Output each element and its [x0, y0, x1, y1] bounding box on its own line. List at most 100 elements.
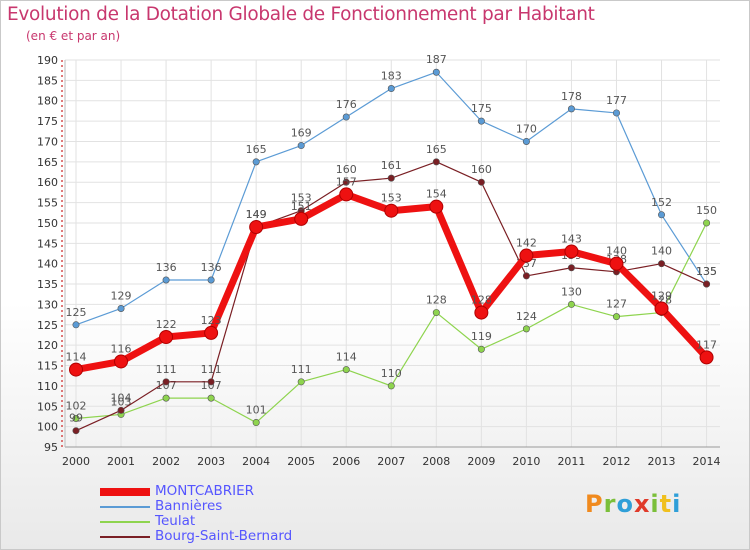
x-tick-label: 2000 — [62, 455, 90, 468]
data-point — [612, 109, 620, 117]
logo-letter: r — [603, 490, 617, 518]
data-point — [477, 117, 485, 125]
data-label: 143 — [561, 232, 582, 245]
logo-letter: o — [616, 490, 634, 518]
y-tick-label: 180 — [37, 95, 58, 108]
x-tick-label: 2011 — [557, 455, 585, 468]
data-point — [567, 105, 575, 113]
logo-letter: x — [633, 490, 651, 518]
data-point — [114, 354, 129, 369]
data-label: 99 — [69, 412, 83, 425]
data-label: 111 — [201, 363, 222, 376]
data-point — [658, 211, 666, 219]
data-point — [207, 394, 215, 402]
data-point — [204, 325, 219, 340]
data-label: 153 — [291, 192, 312, 205]
data-point — [72, 414, 80, 422]
x-tick-label: 2002 — [152, 455, 180, 468]
data-label: 140 — [651, 245, 672, 258]
data-label: 178 — [561, 90, 582, 103]
data-label: 110 — [381, 367, 402, 380]
legend-label: Teulat — [155, 513, 196, 529]
legend-label: Bourg-Saint-Bernard — [155, 528, 293, 544]
data-label: 125 — [66, 306, 87, 319]
y-tick-label: 100 — [37, 421, 58, 434]
y-tick-label: 130 — [37, 298, 58, 311]
data-label: 124 — [516, 310, 537, 323]
y-tick-label: 175 — [37, 115, 58, 128]
data-label: 157 — [336, 175, 357, 188]
data-label: 169 — [291, 127, 312, 140]
data-label: 151 — [291, 200, 312, 213]
x-tick-label: 2009 — [467, 455, 495, 468]
data-point — [252, 419, 260, 427]
data-point — [432, 309, 440, 317]
logo-letter: t — [659, 490, 673, 518]
data-point — [477, 345, 485, 353]
data-label: 165 — [426, 143, 447, 156]
data-point — [297, 378, 305, 386]
data-point — [609, 256, 624, 271]
data-point — [703, 280, 711, 288]
data-label: 117 — [696, 338, 717, 351]
data-label: 160 — [336, 163, 357, 176]
x-tick-label: 2007 — [377, 455, 405, 468]
data-label: 177 — [606, 94, 627, 107]
data-label: 183 — [381, 70, 402, 83]
data-label: 101 — [246, 404, 267, 417]
data-label: 130 — [561, 285, 582, 298]
logo-letter: P — [585, 490, 604, 518]
data-label: 111 — [156, 363, 177, 376]
data-point — [387, 382, 395, 390]
data-point — [69, 362, 83, 377]
proxiti-logo: Proxiti — [585, 490, 681, 518]
chart-subtitle: (en € et par an) — [26, 29, 121, 43]
x-tick-label: 2013 — [648, 455, 676, 468]
y-tick-label: 170 — [37, 135, 58, 148]
data-label: 154 — [426, 188, 447, 201]
data-label: 142 — [516, 237, 537, 250]
data-point — [207, 276, 215, 284]
data-label: 135 — [696, 265, 717, 278]
data-label: 176 — [336, 98, 357, 111]
data-point — [658, 260, 666, 268]
y-tick-label: 110 — [37, 380, 58, 393]
data-label: 114 — [66, 351, 87, 364]
logo-letter: i — [672, 490, 682, 518]
data-label: 152 — [651, 196, 672, 209]
chart-title: Evolution de la Dotation Globale de Fonc… — [7, 4, 595, 25]
data-label: 119 — [471, 330, 492, 343]
data-label: 129 — [111, 289, 132, 302]
data-label: 123 — [201, 314, 222, 327]
data-label: 102 — [66, 399, 87, 412]
data-point — [699, 350, 714, 365]
data-point — [252, 158, 260, 166]
data-label: 128 — [426, 294, 447, 307]
data-label: 149 — [246, 208, 267, 221]
x-tick-label: 2006 — [332, 455, 360, 468]
y-tick-label: 165 — [37, 156, 58, 169]
data-point — [162, 394, 170, 402]
data-label: 161 — [381, 159, 402, 172]
data-point — [342, 366, 350, 374]
legend-swatch — [100, 488, 150, 496]
data-point — [612, 313, 620, 321]
data-label: 187 — [426, 53, 447, 66]
data-point — [294, 211, 309, 226]
data-point — [162, 378, 170, 386]
data-label: 114 — [336, 351, 357, 364]
data-label: 135 — [696, 265, 717, 278]
x-tick-label: 2001 — [107, 455, 135, 468]
legend-label: MONTCABRIER — [155, 483, 255, 499]
data-point — [72, 427, 80, 435]
y-tick-label: 135 — [37, 278, 58, 291]
legend-swatch — [100, 536, 150, 538]
y-tick-label: 125 — [37, 319, 58, 332]
y-tick-label: 150 — [37, 217, 58, 230]
data-label: 127 — [606, 298, 627, 311]
data-point — [387, 174, 395, 182]
data-point — [522, 325, 530, 333]
data-point — [117, 304, 125, 312]
